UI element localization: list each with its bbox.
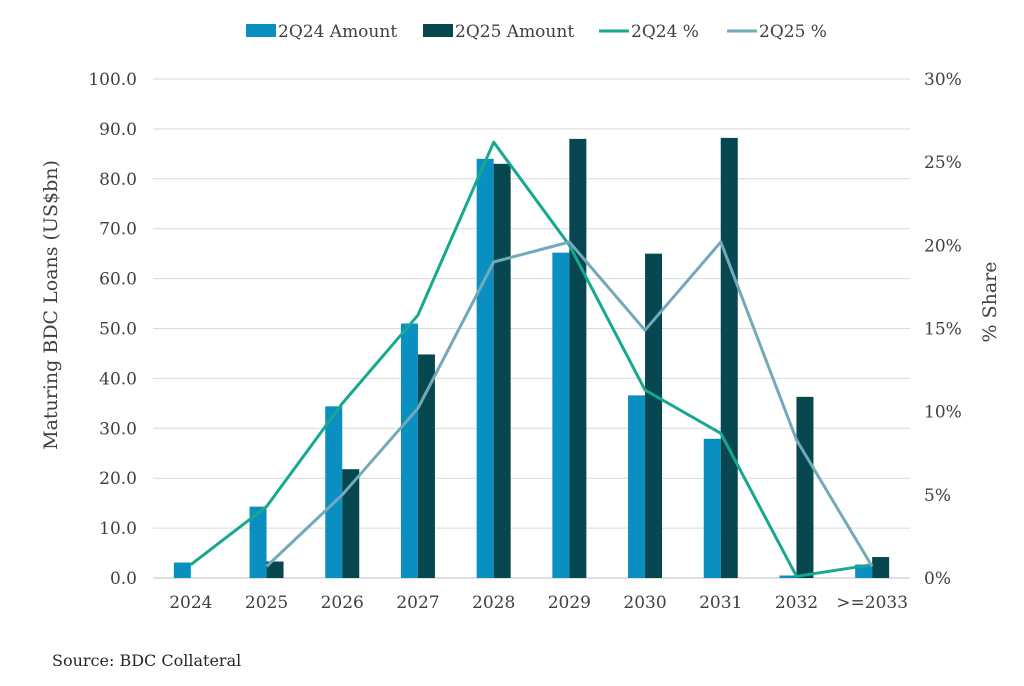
x-tick-label: 2027: [396, 593, 439, 613]
x-tick-label: 2032: [775, 593, 818, 613]
right-axis-ticks: 0% 5% 10% 15% 20% 25% 30%: [924, 70, 962, 589]
y-right-tick-label: 25%: [924, 153, 962, 173]
bar: [400, 323, 418, 578]
bar: [417, 354, 435, 578]
y-left-tick-label: 60.0: [99, 270, 137, 290]
x-tick-label: >=2033: [836, 593, 908, 613]
legend-label: 2Q24 Amount: [278, 22, 397, 42]
y-left-tick-label: 80.0: [99, 170, 137, 190]
y-left-tick-label: 0.0: [110, 569, 137, 589]
y-left-tick-label: 10.0: [99, 519, 137, 539]
y-right-tick-label: 30%: [924, 70, 962, 90]
bar: [703, 438, 721, 578]
source-note: Source: BDC Collateral: [52, 651, 242, 670]
x-tick-label: 2026: [321, 593, 364, 613]
legend-label: 2Q24 %: [631, 22, 699, 42]
bar: [872, 557, 890, 578]
y-right-tick-label: 10%: [924, 403, 962, 423]
x-tick-label: 2024: [169, 593, 212, 613]
y-axis-left-label: Maturing BDC Loans (US$bn): [40, 160, 62, 450]
bar: [266, 561, 284, 578]
lines: [189, 140, 874, 578]
legend-label: 2Q25 Amount: [455, 22, 574, 42]
y-left-tick-label: 20.0: [99, 469, 137, 489]
bar: [476, 158, 494, 578]
y-left-tick-label: 90.0: [99, 120, 137, 140]
x-axis-ticks: 2024 2025 2026 2027 2028 2029 2030 2031 2032 >=20…: [169, 593, 908, 613]
left-axis-ticks: 0.0 10.0 20.0 30.0 40.0 50.0 60.0 70.0 80.0 90.0 1…: [88, 70, 137, 589]
legend-swatch: [423, 24, 453, 37]
bar: [325, 406, 343, 578]
bar: [173, 562, 191, 578]
y-left-tick-label: 30.0: [99, 419, 137, 439]
y-left-tick-label: 100.0: [88, 70, 137, 90]
bar: [796, 396, 814, 578]
series-line: [265, 240, 874, 568]
x-tick-label: 2030: [623, 593, 666, 613]
x-tick-label: 2029: [548, 593, 591, 613]
bar: [628, 395, 646, 578]
bar: [552, 252, 570, 579]
bar: [569, 138, 587, 578]
y-right-tick-label: 15%: [924, 320, 962, 340]
bars: [173, 137, 890, 579]
y-left-tick-label: 50.0: [99, 320, 137, 340]
bar: [249, 506, 267, 578]
x-tick-label: 2025: [245, 593, 288, 613]
y-right-tick-label: 5%: [924, 486, 951, 506]
y-axis-right-label: % Share: [979, 261, 1001, 342]
bar: [720, 137, 738, 578]
legend-swatch: [246, 24, 276, 37]
y-left-tick-label: 40.0: [99, 369, 137, 389]
bar: [493, 163, 511, 578]
y-right-tick-label: 20%: [924, 236, 962, 256]
bar: [779, 575, 797, 578]
y-left-tick-label: 70.0: [99, 220, 137, 240]
y-right-tick-label: 0%: [924, 569, 951, 589]
series-line: [189, 140, 873, 578]
legend-label: 2Q25 %: [759, 22, 827, 42]
bar: [645, 253, 663, 578]
x-tick-label: 2028: [472, 593, 515, 613]
legend: 2Q24 Amount 2Q25 Amount 2Q24 % 2Q25 %: [246, 22, 827, 42]
bar: [342, 469, 360, 578]
x-tick-label: 2031: [699, 593, 742, 613]
